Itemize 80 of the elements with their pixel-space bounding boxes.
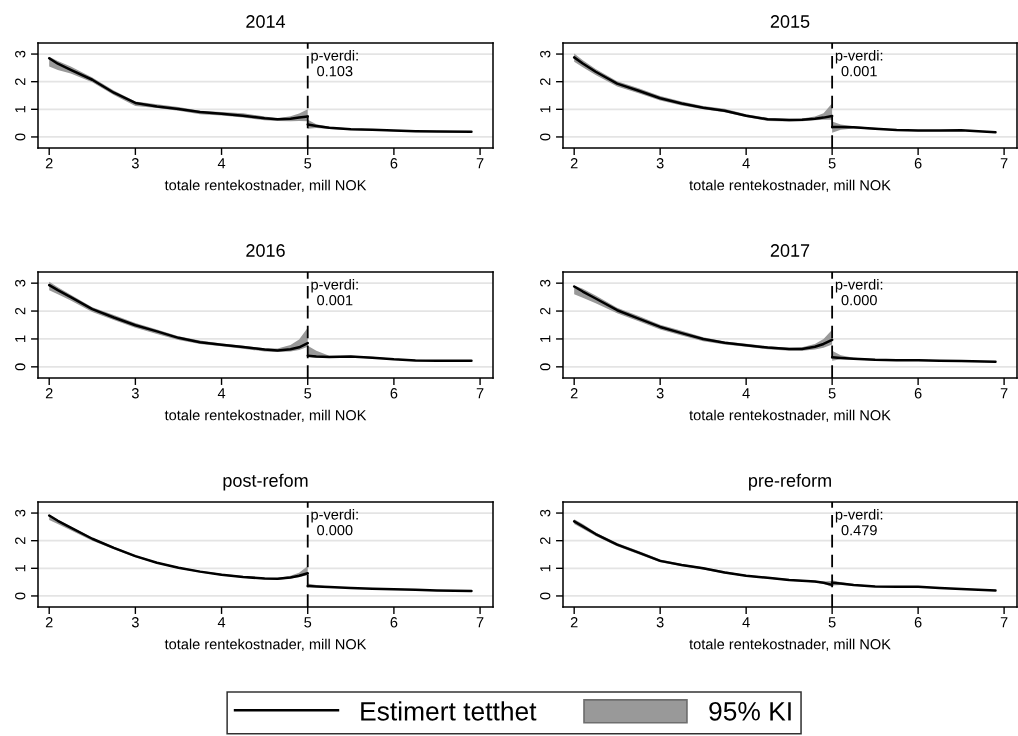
y-tick-label: 1 <box>15 335 26 342</box>
x-tick-label: 7 <box>1000 617 1008 628</box>
x-tick-label: 2 <box>45 617 53 628</box>
x-tick-label: 5 <box>304 158 312 169</box>
y-tick-label: 0 <box>15 592 26 600</box>
y-tick-label: 2 <box>540 537 551 545</box>
x-tick-label: 5 <box>304 617 312 628</box>
x-tick-label: 7 <box>1000 158 1008 169</box>
chart-title: 2016 <box>246 244 285 257</box>
x-tick-label: 6 <box>390 617 398 628</box>
x-tick-label: 3 <box>656 388 664 399</box>
chart-title: 2017 <box>770 244 810 257</box>
y-tick-label: 3 <box>540 509 551 517</box>
chart-title: 2014 <box>246 15 286 28</box>
x-tick-label: 2 <box>45 158 53 169</box>
x-tick-label: 5 <box>828 617 836 628</box>
y-tick-label: 0 <box>15 363 26 371</box>
x-tick-label: 6 <box>390 388 398 399</box>
x-tick-label: 6 <box>914 388 922 399</box>
y-tick-label: 0 <box>540 133 551 141</box>
y-tick-label: 3 <box>540 279 551 287</box>
x-tick-label: 5 <box>828 388 836 399</box>
y-tick-label: 3 <box>15 279 26 287</box>
annotation: p-verdi: 0.000 <box>835 278 883 306</box>
annotation: p-verdi: 0.103 <box>311 49 358 77</box>
x-tick-label: 5 <box>304 388 312 399</box>
y-tick-label: 1 <box>540 105 551 113</box>
x-tick-label: 3 <box>131 158 139 169</box>
y-tick-label: 0 <box>15 133 26 141</box>
x-tick-label: 2 <box>570 388 578 399</box>
x-axis-title: totale rentekostnader, mill NOK <box>164 179 367 193</box>
x-tick-label: 4 <box>742 617 750 628</box>
legend-label: Estimert tetthet <box>361 701 537 721</box>
x-tick-label: 7 <box>476 158 484 169</box>
y-tick-label: 2 <box>15 307 26 315</box>
x-axis-title: totale rentekostnader, mill NOK <box>164 638 367 652</box>
x-tick-label: 3 <box>656 617 664 628</box>
x-axis-title: totale rentekostnader, mill NOK <box>689 179 891 193</box>
x-tick-label: 2 <box>45 388 53 399</box>
y-tick-label: 2 <box>15 537 26 545</box>
chart-title: post-refom <box>223 473 308 491</box>
y-tick-label: 2 <box>540 78 551 86</box>
y-tick-label: 3 <box>15 509 26 517</box>
x-tick-label: 7 <box>476 617 484 628</box>
chart-title: pre-reform <box>749 473 831 491</box>
y-tick-label: 0 <box>540 363 551 371</box>
x-tick-label: 4 <box>217 617 226 628</box>
annotation: p-verdi: 0.000 <box>311 508 358 536</box>
y-tick-label: 1 <box>540 564 551 572</box>
x-tick-label: 2 <box>570 617 578 628</box>
x-tick-label: 3 <box>131 388 139 399</box>
annotation: p-verdi: 0.001 <box>311 278 358 306</box>
annotation: p-verdi: 0.001 <box>835 49 883 77</box>
y-tick-label: 2 <box>540 307 551 315</box>
x-tick-label: 3 <box>131 617 139 628</box>
x-tick-label: 7 <box>476 388 484 399</box>
x-tick-label: 4 <box>742 158 750 169</box>
x-tick-label: 3 <box>656 158 664 169</box>
x-tick-label: 6 <box>914 617 922 628</box>
chart-title: 2015 <box>770 15 810 28</box>
x-tick-label: 2 <box>570 158 578 169</box>
y-tick-label: 2 <box>15 78 26 86</box>
annotation: p-verdi: 0.479 <box>835 508 883 536</box>
x-tick-label: 4 <box>217 158 226 169</box>
x-tick-label: 7 <box>1000 388 1008 399</box>
y-tick-label: 3 <box>540 50 551 58</box>
y-tick-label: 3 <box>15 50 26 58</box>
x-tick-label: 4 <box>217 388 226 399</box>
text: 95% KI <box>709 701 791 721</box>
x-tick-label: 5 <box>828 158 836 169</box>
x-axis-title: totale rentekostnader, mill NOK <box>689 638 891 652</box>
y-tick-label: 1 <box>15 564 26 572</box>
y-tick-label: 1 <box>15 105 26 113</box>
y-tick-label: 0 <box>540 592 551 600</box>
x-tick-label: 6 <box>390 158 398 169</box>
x-tick-label: 6 <box>914 158 922 169</box>
x-axis-title: totale rentekostnader, mill NOK <box>689 409 891 423</box>
x-tick-label: 4 <box>742 388 750 399</box>
y-tick-label: 1 <box>540 335 551 342</box>
x-axis-title: totale rentekostnader, mill NOK <box>164 409 367 423</box>
